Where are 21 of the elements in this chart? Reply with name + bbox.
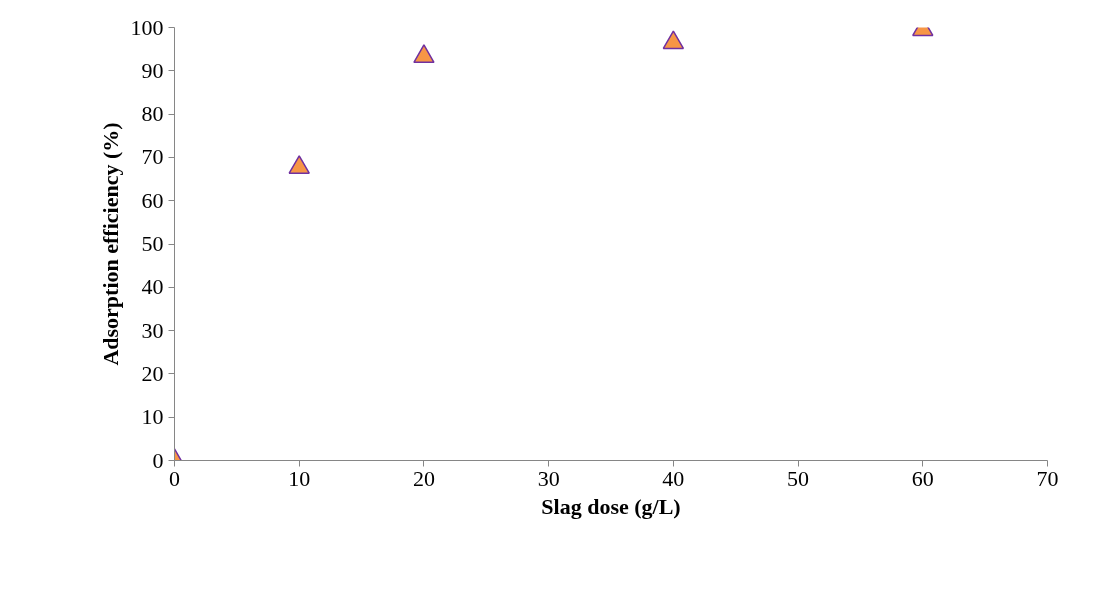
x-tick-label: 60 [911, 465, 934, 491]
x-tick-label: 10 [288, 465, 311, 491]
y-tick-label: 10 [141, 404, 164, 430]
y-tick-label: 40 [141, 274, 164, 300]
x-tick-label: 20 [412, 465, 435, 491]
y-tick-label: 70 [141, 144, 164, 170]
y-tick-label: 100 [130, 14, 164, 40]
x-tick-label: 70 [1036, 465, 1059, 491]
y-tick-label: 20 [141, 360, 164, 386]
y-tick-label: 0 [152, 447, 164, 473]
y-tick-label: 50 [141, 231, 164, 256]
y-tick-label: 90 [141, 57, 164, 83]
x-tick-label: 40 [662, 465, 685, 491]
x-tick-label: 50 [787, 465, 810, 491]
x-tick-label: 0 [169, 465, 180, 491]
y-tick-label: 30 [141, 317, 164, 343]
y-axis-title: Adsorption efficiency (%) [97, 122, 123, 366]
x-axis-title: Slag dose (g/L) [541, 493, 681, 519]
x-tick-label: 30 [537, 465, 560, 491]
y-tick-label: 80 [141, 101, 164, 127]
y-tick-label: 60 [141, 187, 164, 213]
